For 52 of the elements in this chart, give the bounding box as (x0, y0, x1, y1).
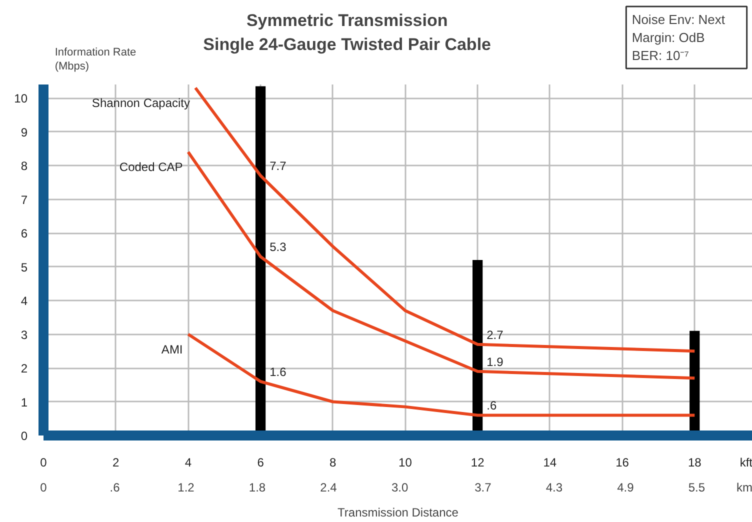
y-tick-label: 8 (20, 159, 28, 173)
y-tick-label: 9 (20, 125, 28, 140)
data-label: .6 (486, 398, 497, 413)
x2-tick-label: 5.5 (688, 480, 706, 494)
y-tick-label: 4 (20, 294, 28, 308)
data-label: 1.9 (486, 354, 504, 369)
y-tick-label: 3 (20, 328, 28, 342)
chart-subtitle: Single 24-Gauge Twisted Pair Cable (203, 35, 492, 54)
data-label: 1.6 (270, 364, 287, 379)
line-series (186, 150, 696, 380)
data-label: 5.3 (270, 240, 287, 254)
y-tick-label: 1 (20, 395, 28, 410)
x2-tick-label: 1.2 (178, 480, 195, 494)
x-tick-label: 2 (112, 456, 120, 470)
x2-tick-label: km (736, 480, 752, 494)
x-tick-label: 12 (470, 456, 485, 470)
x2-tick-label: 1.8 (248, 480, 266, 494)
y-tick-label: 7 (20, 192, 28, 207)
x-tick-label: 0 (40, 456, 48, 470)
y-tick-label: 2 (20, 362, 28, 376)
x-tick-label: 18 (688, 456, 702, 470)
data-label: 7.7 (270, 159, 287, 173)
x2-tick-label: 4.3 (546, 480, 563, 494)
x2-tick-label: .6 (110, 480, 120, 494)
x-tick-label: kft (740, 456, 752, 470)
line-series (194, 86, 696, 353)
y-tick-label: 5 (20, 260, 28, 274)
x-tick-label: 16 (616, 456, 630, 470)
text: Margin: OdB (632, 30, 705, 45)
data-label: 2.7 (486, 328, 504, 342)
x-tick-label: 14 (543, 456, 557, 470)
x-tick-label: 10 (398, 456, 412, 470)
series-label: Shannon Capacity (92, 96, 190, 110)
x2-tick-label: 3.7 (474, 480, 492, 494)
y-axis-title: Information Rate (Mbps) (54, 46, 136, 72)
x2-tick-label: 4.9 (617, 480, 634, 494)
x2-tick-label: 2.4 (320, 480, 338, 494)
y-tick-label: 6 (20, 226, 28, 240)
text: Noise Env: Next (632, 12, 726, 27)
series-label: Coded CAP (119, 160, 183, 174)
x2-tick-label: 3.0 (391, 480, 408, 494)
y-tick-label: 10 (14, 92, 28, 106)
line-series (186, 332, 696, 417)
x-axis-title: Transmission Distance (338, 506, 459, 520)
chart-title: Symmetric Transmission (246, 11, 448, 30)
x2-tick-label: 0 (40, 480, 48, 494)
x-tick-label: 6 (257, 456, 264, 470)
text: BER: 10⁻⁷ (632, 48, 690, 63)
series-label: AMI (161, 342, 183, 356)
x-tick-label: 4 (184, 456, 192, 470)
x-tick-label: 8 (330, 456, 337, 470)
y-tick-label: 0 (20, 429, 28, 443)
